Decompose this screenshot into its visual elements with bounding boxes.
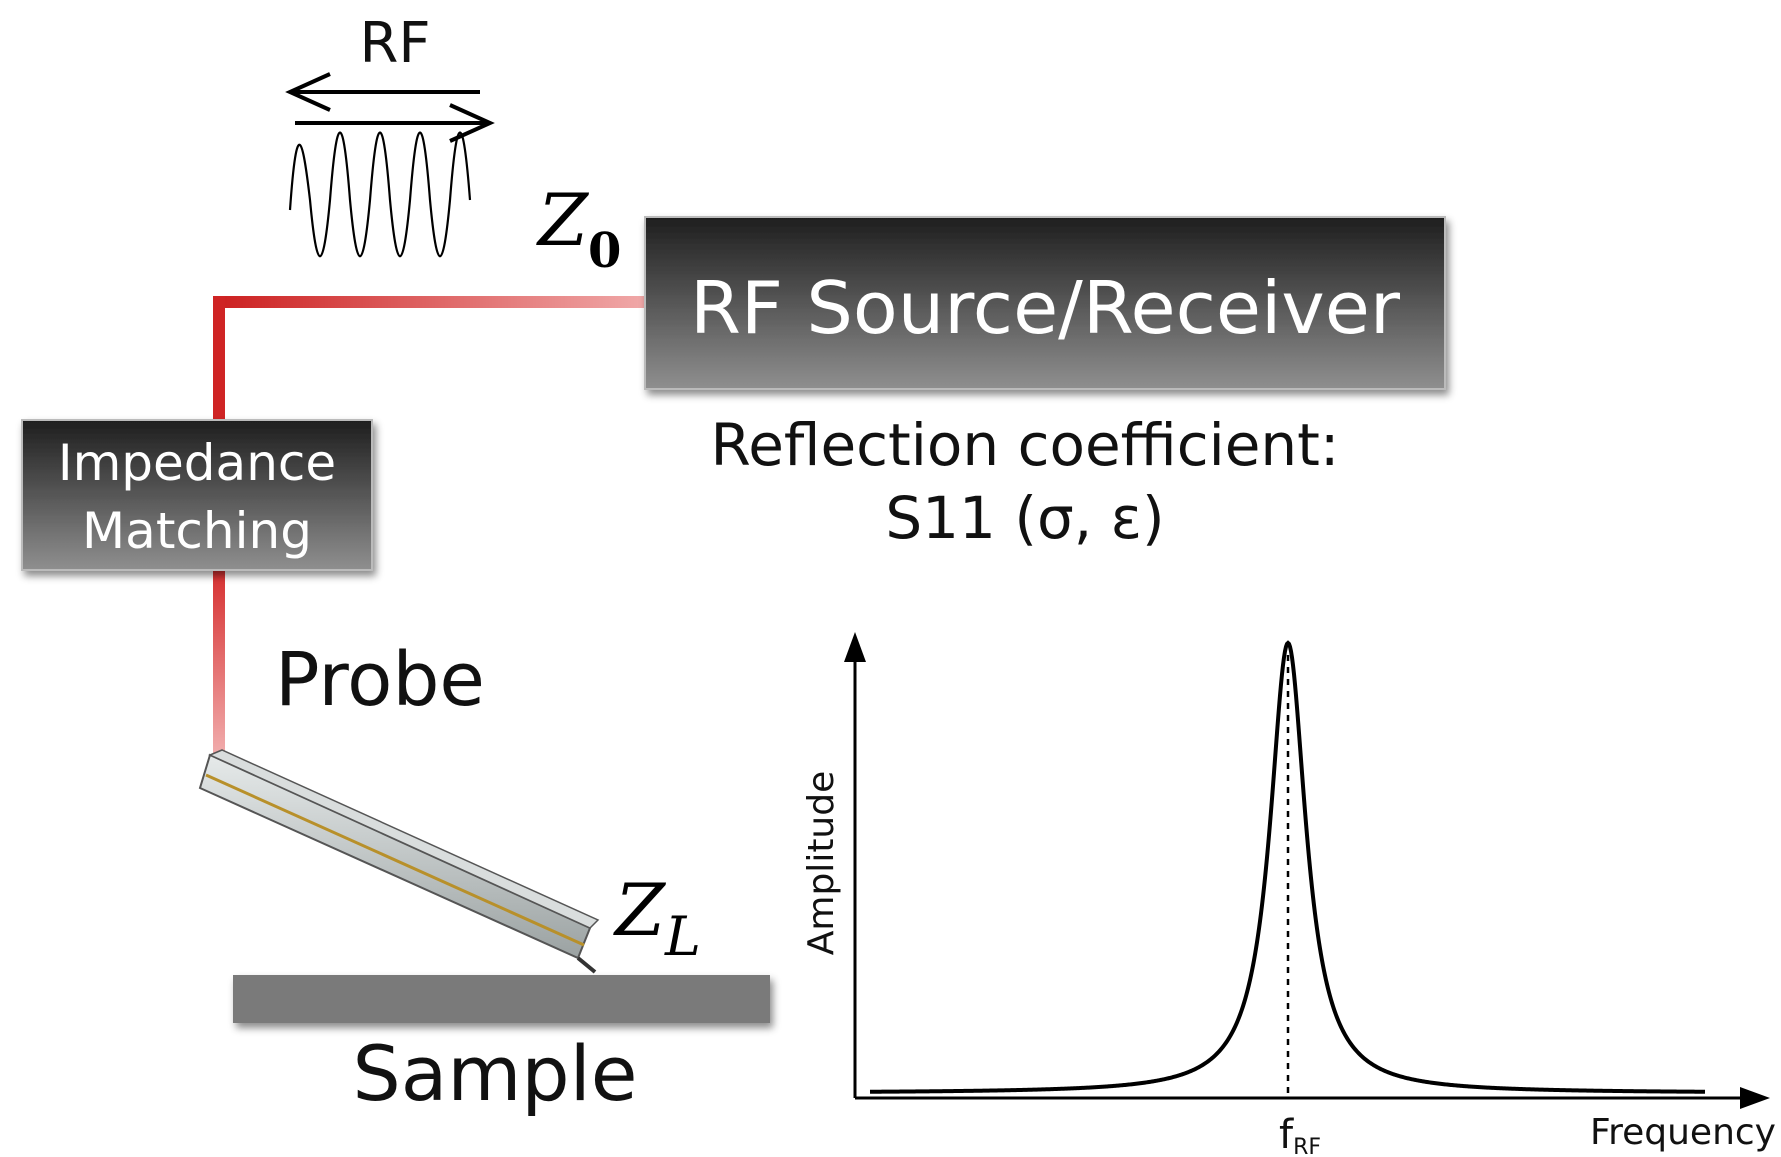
y-axis-arrow-icon [844, 632, 866, 662]
cable-vertical-top [213, 296, 225, 422]
rf-source-receiver-box [644, 216, 1446, 390]
rf-source-receiver-label: RF Source/Receiver [690, 266, 1400, 350]
x-axis-label: Frequency [1590, 1112, 1776, 1153]
x-axis-arrow-icon [1740, 1087, 1770, 1109]
impedance-matching-box [21, 419, 373, 571]
rf-label: RF [359, 11, 430, 76]
z0-label: Z0 [536, 178, 621, 279]
zl-label: ZL [613, 868, 701, 968]
cable-vertical-bottom [213, 570, 225, 760]
cable-horizontal [213, 296, 645, 308]
sample-label: Sample [353, 1029, 638, 1118]
rf-wave-icon [288, 131, 472, 258]
sample-block [233, 975, 770, 1023]
matching-label: Matching [82, 502, 312, 560]
probe-cantilever [198, 749, 600, 974]
impedance-label: Impedance [58, 434, 336, 492]
resonance-curve [869, 640, 1706, 1094]
x-tick-f-rf: fRF [1279, 1112, 1321, 1157]
bidirectional-arrow-icon [285, 72, 495, 143]
probe-label: Probe [275, 637, 485, 723]
reflection-coefficient-label: Reflection coefficient: [711, 411, 1340, 479]
s11-label: S11 (σ, ε) [885, 484, 1164, 552]
y-axis-label: Amplitude [801, 771, 842, 955]
resonance-chart: Amplitude Frequency fRF [801, 632, 1776, 1157]
